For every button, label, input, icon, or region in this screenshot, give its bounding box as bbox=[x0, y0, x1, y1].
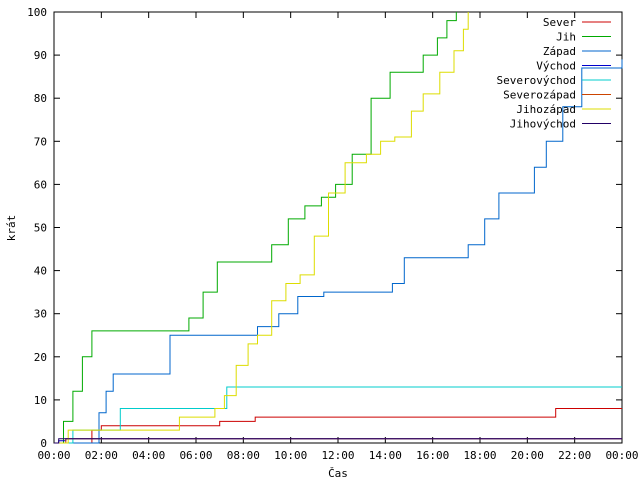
x-tick-label: 02:00 bbox=[85, 449, 118, 462]
series-group bbox=[54, 12, 623, 444]
legend-label: Východ bbox=[536, 60, 576, 73]
y-tick-label: 20 bbox=[34, 351, 47, 364]
legend-label: Severovýchod bbox=[497, 74, 576, 87]
x-tick-label: 04:00 bbox=[132, 449, 165, 462]
legend-label: Sever bbox=[543, 16, 576, 29]
y-tick-label: 100 bbox=[27, 6, 47, 19]
x-axis-label: Čas bbox=[328, 467, 348, 480]
x-tick-label: 00:00 bbox=[37, 449, 70, 462]
y-axis-label: krát bbox=[5, 215, 18, 242]
y-tick-label: 10 bbox=[34, 394, 47, 407]
legend-label: Západ bbox=[543, 45, 576, 58]
x-tick-label: 12:00 bbox=[321, 449, 354, 462]
y-tick-label: 70 bbox=[34, 135, 47, 148]
legend-label: Severozápad bbox=[503, 89, 576, 102]
y-tick-label: 90 bbox=[34, 49, 47, 62]
y-tick-label: 60 bbox=[34, 178, 47, 191]
axis-ticks: 0 10 20 30 40 50 60 70 80 90 100 00:00 02:00 04:00 06:… bbox=[27, 6, 638, 462]
x-tick-label: 06:00 bbox=[179, 449, 212, 462]
x-tick-label: 00:00 bbox=[605, 449, 638, 462]
y-tick-label: 0 bbox=[40, 437, 47, 450]
legend-label: Jihozápad bbox=[516, 103, 576, 116]
legend-label: Jih bbox=[556, 31, 576, 44]
x-tick-label: 18:00 bbox=[463, 449, 496, 462]
x-tick-label: 08:00 bbox=[227, 449, 260, 462]
x-tick-label: 20:00 bbox=[511, 449, 544, 462]
legend-label: Jihovýchod bbox=[510, 118, 576, 131]
y-tick-label: 50 bbox=[34, 222, 47, 235]
series-line-2 bbox=[54, 12, 457, 444]
x-tick-label: 14:00 bbox=[369, 449, 402, 462]
x-tick-label: 10:00 bbox=[274, 449, 307, 462]
series-line-3 bbox=[54, 59, 623, 444]
x-tick-label: 22:00 bbox=[558, 449, 591, 462]
y-tick-label: 40 bbox=[34, 265, 47, 278]
series-line-7 bbox=[54, 12, 469, 444]
series-line-5 bbox=[54, 386, 622, 444]
y-tick-label: 30 bbox=[34, 308, 47, 321]
series-line-8 bbox=[54, 438, 622, 444]
y-tick-label: 80 bbox=[34, 92, 47, 105]
x-tick-label: 16:00 bbox=[416, 449, 449, 462]
